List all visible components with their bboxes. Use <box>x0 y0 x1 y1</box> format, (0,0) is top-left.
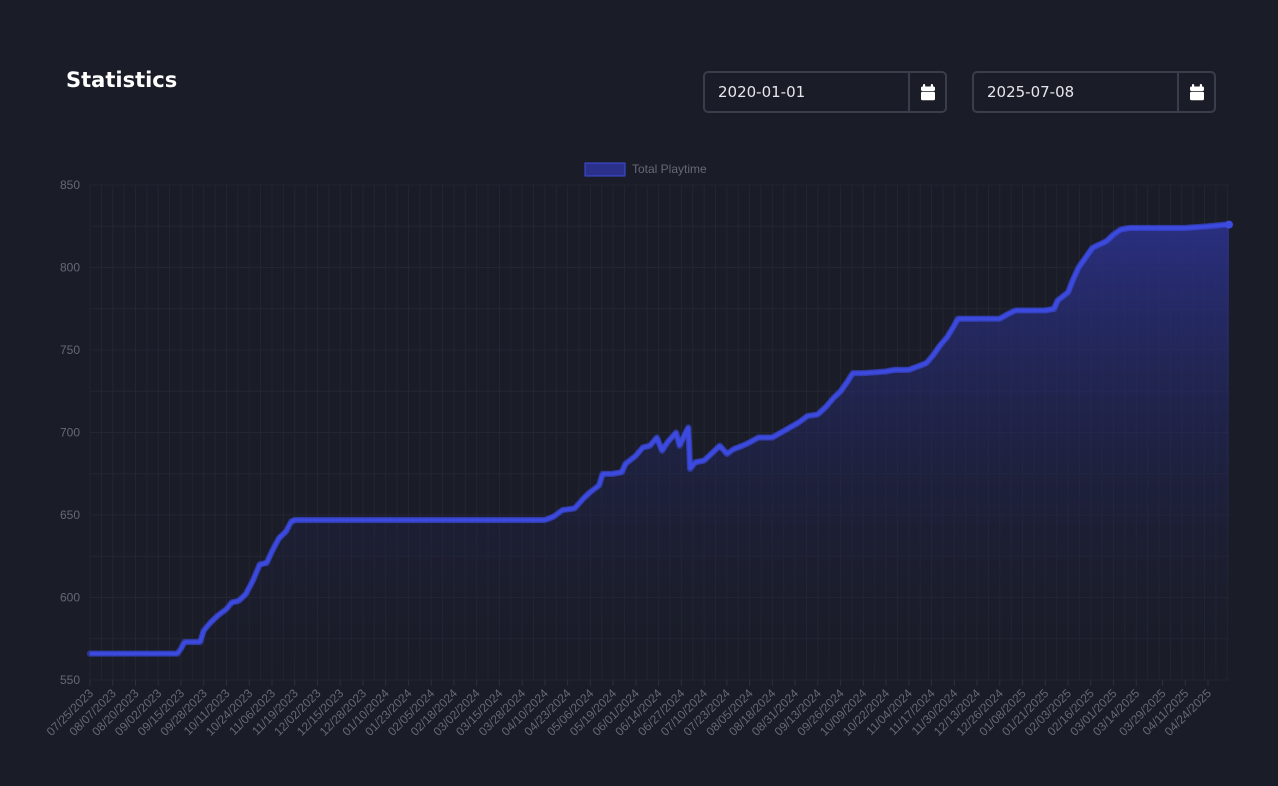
data-point[interactable] <box>1225 220 1233 229</box>
x-axis: 07/25/202308/07/202308/20/202309/02/2023… <box>44 680 1214 739</box>
end-date-input[interactable] <box>974 73 1177 111</box>
legend-label: Total Playtime <box>632 162 707 176</box>
y-tick-label: 650 <box>60 508 80 522</box>
y-axis: 550 600 650 700 750 800 850 <box>60 178 80 687</box>
calendar-icon <box>920 83 935 100</box>
page-title: Statistics <box>66 68 178 92</box>
calendar-icon <box>1189 83 1204 100</box>
y-tick-label: 800 <box>60 261 80 275</box>
chart-points-layer <box>86 220 1233 657</box>
start-date-picker <box>703 71 947 113</box>
legend-swatch <box>584 162 626 177</box>
y-tick-label: 550 <box>60 673 80 687</box>
y-tick-label: 700 <box>60 426 80 440</box>
y-tick-label: 600 <box>60 591 80 605</box>
end-date-picker <box>972 71 1216 113</box>
start-date-input[interactable] <box>705 73 908 111</box>
y-tick-label: 850 <box>60 178 80 192</box>
start-date-calendar-button[interactable] <box>908 73 945 111</box>
y-tick-label: 750 <box>60 343 80 357</box>
end-date-calendar-button[interactable] <box>1177 73 1214 111</box>
chart-legend[interactable]: Total Playtime <box>584 162 707 177</box>
